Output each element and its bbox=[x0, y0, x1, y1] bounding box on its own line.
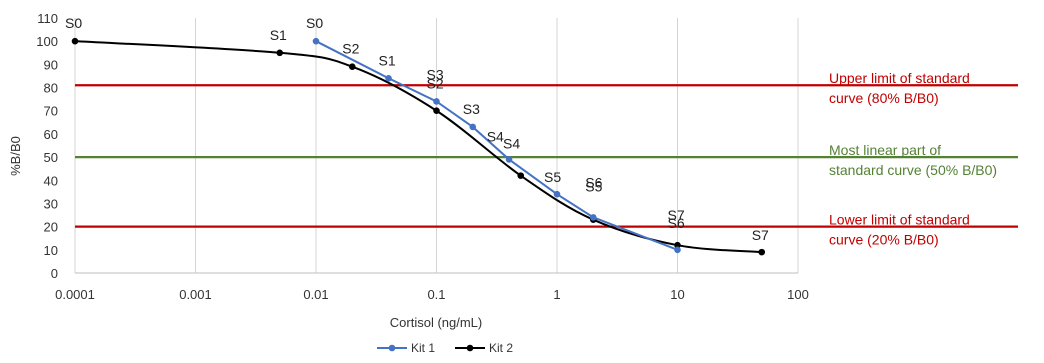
data-point-kit-2 bbox=[71, 37, 79, 45]
point-label: S5 bbox=[544, 169, 561, 185]
y-tick-label: 0 bbox=[51, 266, 58, 281]
data-point-kit-2 bbox=[517, 172, 525, 179]
data-point-kit-2 bbox=[758, 248, 766, 256]
y-tick-label: 30 bbox=[44, 196, 58, 211]
x-tick-label: 0.1 bbox=[427, 287, 445, 302]
legend-swatch-marker bbox=[388, 344, 396, 352]
point-label: S6 bbox=[668, 215, 685, 231]
legend: Kit 1 Kit 2 bbox=[377, 341, 513, 355]
x-tick-label: 1 bbox=[553, 287, 560, 302]
reference-line-label: curve (80% B/B0) bbox=[829, 90, 939, 106]
legend-item-label: Kit 1 bbox=[411, 341, 435, 355]
series-line-kit-1 bbox=[315, 40, 678, 251]
y-tick-label: 10 bbox=[44, 243, 58, 258]
gridlines bbox=[74, 18, 799, 273]
point-label: S2 bbox=[342, 41, 359, 57]
point-label: S4 bbox=[487, 129, 504, 145]
y-tick-label: 70 bbox=[44, 104, 58, 119]
y-tick-label: 20 bbox=[44, 220, 58, 235]
data-point-kit-1 bbox=[312, 37, 320, 45]
series-line-kit-2 bbox=[74, 40, 762, 254]
reference-lines: Upper limit of standard curve (80% B/B0) M… bbox=[75, 70, 1018, 248]
point-label: S2 bbox=[427, 75, 444, 91]
legend-item-label: Kit 2 bbox=[489, 341, 513, 355]
x-tick-label: 0.0001 bbox=[55, 287, 95, 302]
reference-line-label: Upper limit of standard bbox=[829, 70, 970, 86]
data-point-kit-2 bbox=[433, 107, 440, 115]
y-tick-label: 100 bbox=[36, 34, 58, 49]
data-point-kit-2 bbox=[674, 241, 681, 249]
data-point-kit-1 bbox=[385, 74, 392, 82]
point-label: S7 bbox=[752, 227, 769, 243]
point-label: S3 bbox=[463, 101, 480, 117]
y-axis-title: %B/B0 bbox=[8, 136, 23, 176]
axes: 0.0001 0.001 0.01 0.1 1 10 1000102030405060708… bbox=[36, 11, 809, 302]
reference-line-label: curve (20% B/B0) bbox=[829, 232, 939, 248]
series-lines bbox=[71, 37, 766, 256]
data-point-kit-1 bbox=[505, 156, 513, 163]
data-point-kit-1 bbox=[589, 214, 597, 221]
reference-line-label: Lower limit of standard bbox=[829, 212, 970, 228]
y-tick-label: 90 bbox=[44, 57, 58, 72]
data-point-kit-1 bbox=[553, 190, 561, 198]
point-label: S1 bbox=[379, 52, 396, 68]
point-label: S6 bbox=[585, 174, 602, 190]
reference-line-label: Most linear part of bbox=[829, 142, 941, 158]
y-tick-label: 50 bbox=[44, 150, 58, 165]
y-tick-label: 110 bbox=[37, 11, 58, 26]
legend-swatch-marker bbox=[466, 344, 474, 352]
point-label: S7 bbox=[668, 207, 685, 223]
x-axis-title: Cortisol (ng/mL) bbox=[390, 315, 482, 330]
x-tick-label: 0.01 bbox=[303, 287, 328, 302]
y-tick-label: 60 bbox=[44, 127, 58, 142]
data-point-kit-2 bbox=[348, 63, 356, 70]
point-label: S0 bbox=[306, 15, 323, 31]
point-label: S5 bbox=[585, 179, 602, 195]
y-tick-label: 40 bbox=[44, 173, 58, 188]
data-point-kit-1 bbox=[674, 246, 681, 254]
point-label: S0 bbox=[65, 15, 82, 31]
reference-line-label: standard curve (50% B/B0) bbox=[829, 162, 997, 178]
data-point-kit-1 bbox=[433, 98, 440, 105]
point-label: S4 bbox=[503, 135, 520, 151]
data-point-kit-1 bbox=[469, 123, 477, 131]
x-tick-label: 100 bbox=[787, 287, 809, 302]
x-tick-label: 0.001 bbox=[179, 287, 212, 302]
y-tick-label: 80 bbox=[44, 81, 58, 96]
data-point-kit-2 bbox=[276, 49, 284, 57]
point-label: S3 bbox=[427, 67, 444, 83]
point-label: S1 bbox=[270, 27, 287, 43]
x-tick-label: 10 bbox=[670, 287, 684, 302]
